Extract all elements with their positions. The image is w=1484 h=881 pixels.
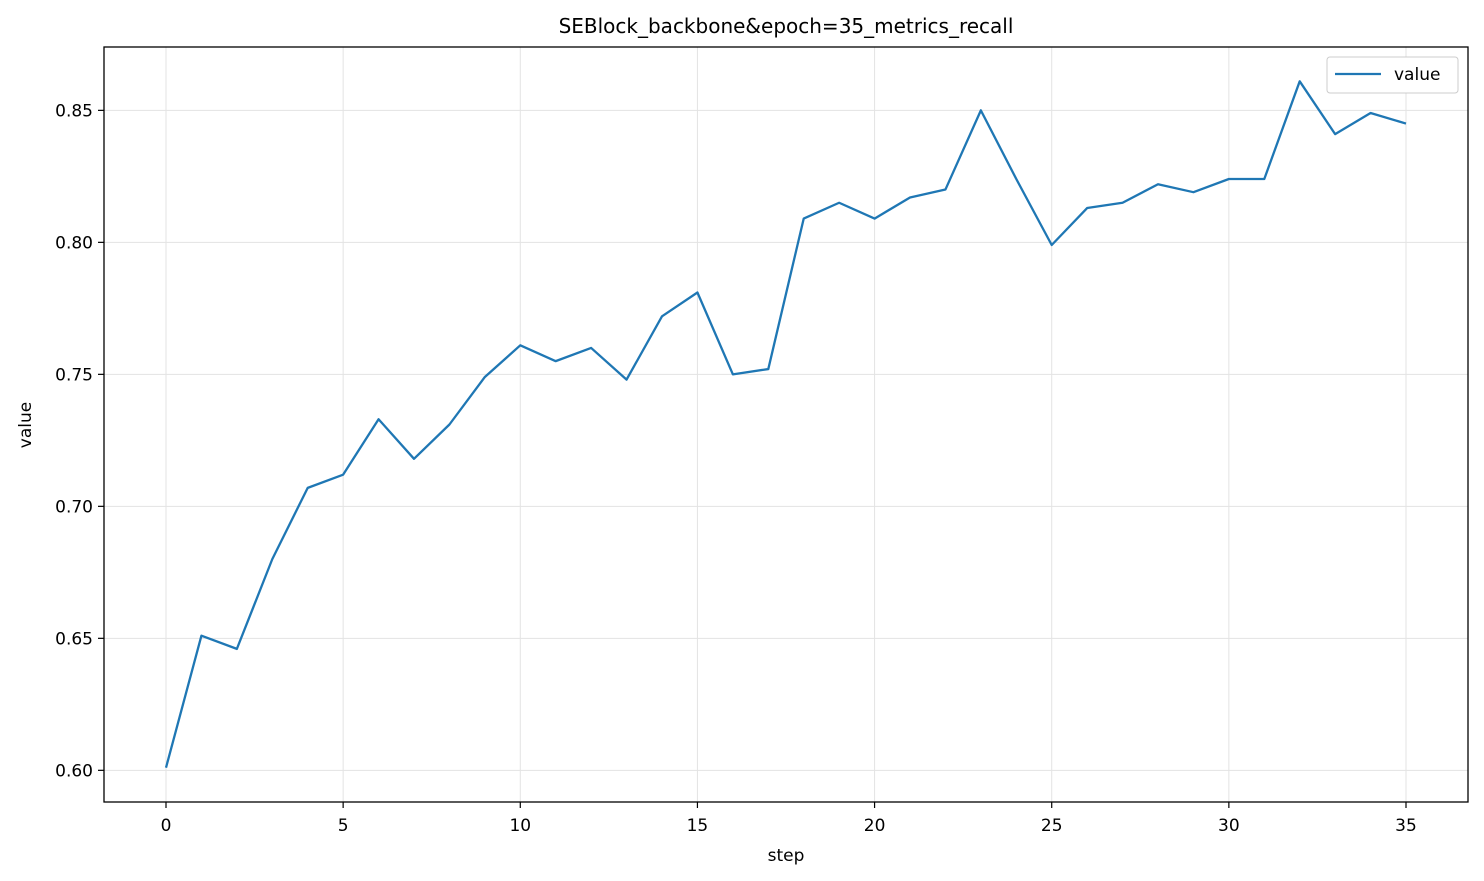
x-axis: 0 5 10 15 20 25 30 35 [161, 802, 1417, 836]
x-tick-label: 30 [1218, 816, 1240, 836]
x-tick-label: 10 [509, 816, 531, 836]
series-layer [164, 80, 1407, 768]
x-axis-label: step [768, 846, 805, 866]
y-tick-label: 0.65 [55, 629, 93, 649]
grid [104, 47, 1468, 802]
chart-title: SEBlock_backbone&epoch=35_metrics_recall [559, 14, 1014, 38]
y-axis: 0.60 0.65 0.70 0.75 0.80 0.85 [55, 101, 104, 781]
legend-label: value [1394, 65, 1440, 85]
x-tick-label: 25 [1041, 816, 1063, 836]
x-tick-label: 35 [1395, 816, 1417, 836]
y-axis-label: value [16, 402, 36, 448]
legend-box [1326, 56, 1459, 94]
y-tick-label: 0.85 [55, 101, 93, 121]
series-line [164, 80, 1407, 768]
y-tick-label: 0.80 [55, 233, 93, 253]
x-tick-label: 15 [687, 816, 709, 836]
y-tick-label: 0.60 [55, 761, 93, 781]
plot-frame [103, 46, 1469, 803]
y-tick-label: 0.75 [55, 365, 93, 385]
x-tick-label: 0 [161, 816, 172, 836]
y-tick-label: 0.70 [55, 497, 93, 517]
x-tick-label: 5 [338, 816, 349, 836]
x-tick-label: 20 [864, 816, 886, 836]
legend: value [1326, 56, 1459, 94]
